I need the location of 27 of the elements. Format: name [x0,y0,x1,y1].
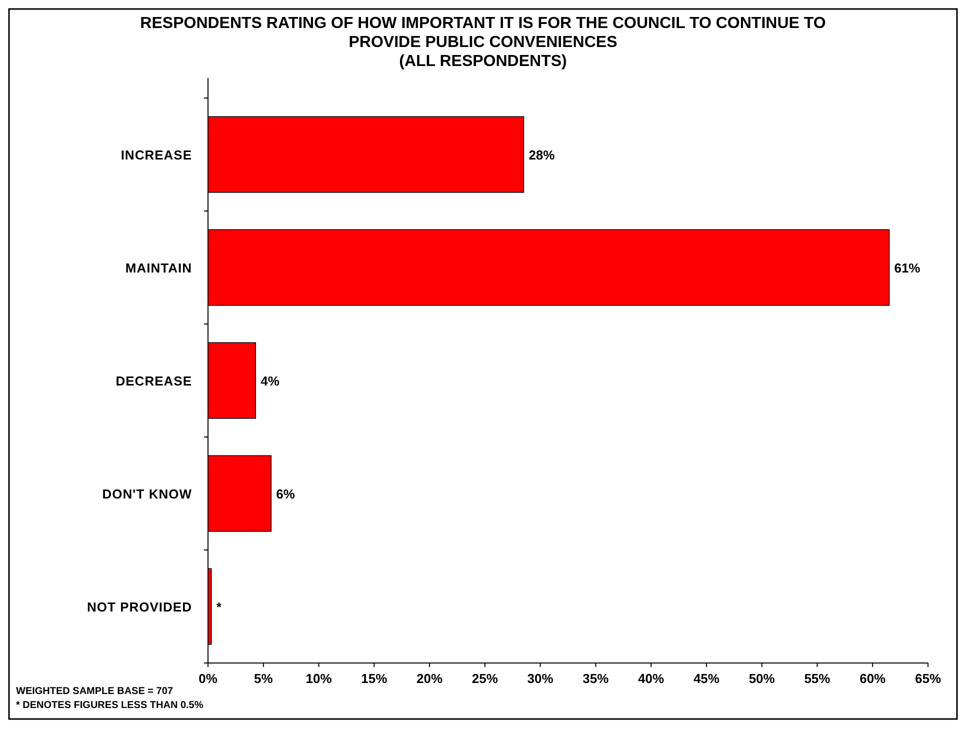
x-tick-label: 15% [361,671,388,686]
x-tick-label: 10% [306,671,332,686]
x-tick-label: 20% [416,671,443,686]
data-label: 28% [528,148,556,162]
x-tick-label: 5% [254,671,274,686]
x-tick-label: 35% [582,671,610,686]
x-tick-label: 50% [748,671,776,686]
data-label: * [216,600,222,614]
y-tick-label: MAINTAIN [125,260,192,276]
x-tick-label: 55% [804,671,831,686]
chart-title: RESPONDENTS RATING OF HOW IMPORTANT IT IS FOR THE COUNCIL TO CONTINUE TO PROVIDE PUBLIC CONVENIENCES (ALL RESPONDENTS) [140,15,826,70]
data-label: 4% [260,374,280,388]
x-tick-label: 40% [638,671,665,686]
y-tick-label: INCREASE [120,148,192,162]
x-tick-label: 65% [914,671,942,686]
y-tick-label: NOT PROVIDED [87,600,192,614]
y-tick-label: DECREASE [116,374,192,388]
data-label: 61% [894,260,921,276]
x-tick-label: 60% [860,671,886,686]
text: WEIGHTED SAMPLE BASE = 707 [16,686,174,697]
text: * DENOTES FIGURES LESS THAN 0.5% [16,700,204,711]
x-tick-label: 0% [198,671,218,686]
x-tick-label: 30% [527,671,554,686]
x-tick-label: 25% [472,671,498,686]
data-label: 6% [276,486,296,502]
x-tick-label: 45% [693,671,720,686]
y-tick-label: DON'T KNOW [102,486,192,502]
